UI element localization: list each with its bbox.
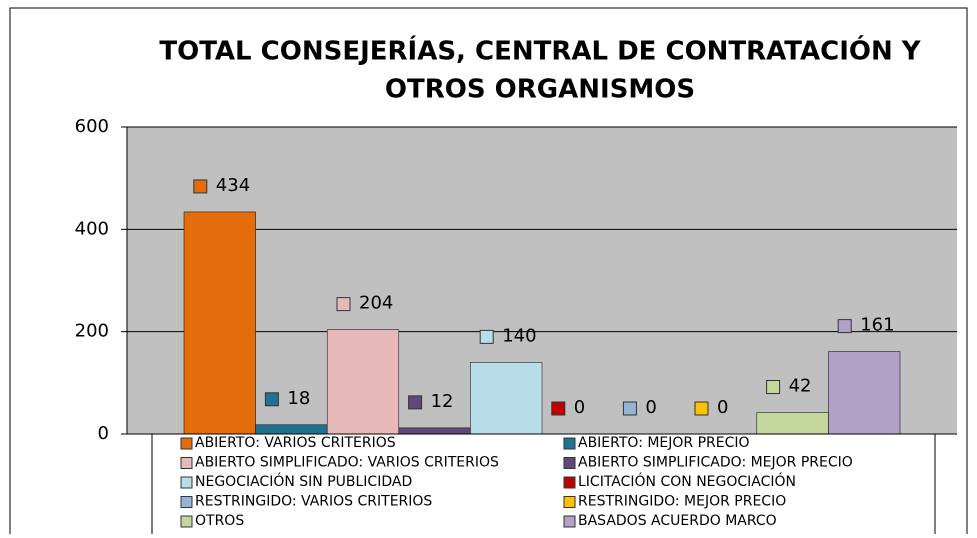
legend-label: OTROS bbox=[195, 513, 244, 529]
bar bbox=[470, 362, 543, 435]
bar bbox=[828, 351, 901, 435]
data-label-key bbox=[694, 401, 709, 416]
data-label: 0 bbox=[717, 397, 728, 418]
legend-key bbox=[180, 476, 193, 489]
chart-title: TOTAL CONSEJERÍAS, CENTRAL DE CONTRATACI… bbox=[159, 35, 921, 67]
legend-label: NEGOCIACIÓN SIN PUBLICIDAD bbox=[195, 472, 412, 490]
y-tick-label: 200 bbox=[75, 321, 109, 342]
data-label: 0 bbox=[645, 397, 656, 418]
legend-label: RESTRINGIDO: MEJOR PRECIO bbox=[578, 494, 786, 510]
data-label-key bbox=[837, 319, 852, 334]
data-label: 434 bbox=[216, 175, 250, 196]
bar bbox=[756, 412, 829, 435]
y-tick-label: 400 bbox=[75, 218, 109, 239]
legend-key bbox=[180, 496, 193, 508]
legend-key bbox=[563, 496, 576, 508]
data-label-key bbox=[264, 392, 279, 407]
legend-key bbox=[563, 457, 576, 469]
bar bbox=[183, 211, 256, 435]
legend-key bbox=[563, 476, 576, 489]
bar bbox=[255, 424, 328, 435]
data-label-key bbox=[622, 401, 637, 416]
data-label: 12 bbox=[431, 391, 454, 412]
data-label: 18 bbox=[287, 388, 310, 409]
data-label: 42 bbox=[789, 376, 812, 397]
legend-key bbox=[180, 437, 193, 450]
data-label-key bbox=[766, 380, 781, 395]
data-label: 140 bbox=[502, 325, 536, 346]
data-label: 161 bbox=[860, 315, 894, 336]
data-label-key bbox=[408, 395, 423, 410]
bar bbox=[398, 427, 471, 435]
legend-label: ABIERTO: MEJOR PRECIO bbox=[578, 435, 750, 451]
data-label: 0 bbox=[574, 397, 585, 418]
legend-label: ABIERTO: VARIOS CRITERIOS bbox=[195, 435, 396, 451]
legend-key bbox=[180, 515, 193, 528]
legend-label: ABIERTO SIMPLIFICADO: MEJOR PRECIO bbox=[578, 455, 853, 471]
legend-key bbox=[563, 437, 576, 450]
data-label-key bbox=[479, 329, 494, 344]
data-label-key bbox=[193, 179, 208, 194]
legend-label: ABIERTO SIMPLIFICADO: VARIOS CRITERIOS bbox=[195, 455, 499, 471]
legend-key bbox=[563, 515, 576, 528]
legend-key bbox=[180, 457, 193, 469]
bar bbox=[326, 329, 400, 435]
chart-border bbox=[9, 7, 968, 534]
data-label: 204 bbox=[359, 293, 393, 314]
legend bbox=[151, 433, 936, 538]
legend-label: RESTRINGIDO: VARIOS CRITERIOS bbox=[195, 494, 432, 510]
data-label-key bbox=[336, 297, 351, 312]
y-tick-label: 0 bbox=[98, 423, 109, 444]
legend-label: LICITACIÓN CON NEGOCIACIÓN bbox=[578, 472, 796, 490]
data-label-key bbox=[551, 401, 566, 416]
chart-title: OTROS ORGANISMOS bbox=[385, 75, 695, 105]
legend-label: BASADOS ACUERDO MARCO bbox=[578, 513, 777, 529]
y-tick-label: 600 bbox=[75, 116, 109, 137]
